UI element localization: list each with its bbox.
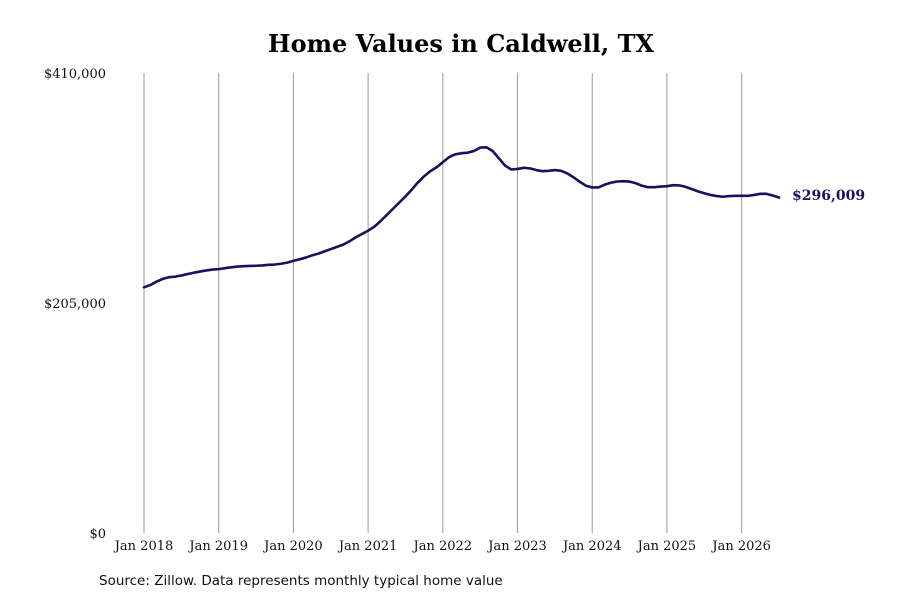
end-value-label: $296,009 [792,188,865,204]
source-note: Source: Zillow. Data represents monthly … [99,573,503,589]
x-axis: Jan 2018 Jan 2019 Jan 2020 Jan 2021 Jan 2022… [113,539,771,554]
y-tick-label: $410,000 [44,67,106,82]
x-tick-label: Jan 2018 [113,539,174,554]
x-tick-label: Jan 2021 [337,539,398,554]
series-layer: $296,009 [142,145,865,289]
x-tick-label: Jan 2022 [412,539,473,554]
x-tick-label: Jan 2020 [262,539,323,554]
x-tick-label: Jan 2025 [636,539,697,554]
x-tick-label: Jan 2026 [710,539,771,554]
chart-title: Home Values in Caldwell, TX [268,29,655,58]
y-tick-label: $0 [89,527,106,542]
y-tick-label: $205,000 [44,297,106,312]
gridlines [143,73,743,533]
x-tick-label: Jan 2024 [561,539,622,554]
series-line [142,145,781,289]
y-axis: $410,000 $205,000 $0 [44,67,106,542]
x-tick-label: Jan 2019 [187,539,248,554]
x-tick-label: Jan 2023 [486,539,547,554]
